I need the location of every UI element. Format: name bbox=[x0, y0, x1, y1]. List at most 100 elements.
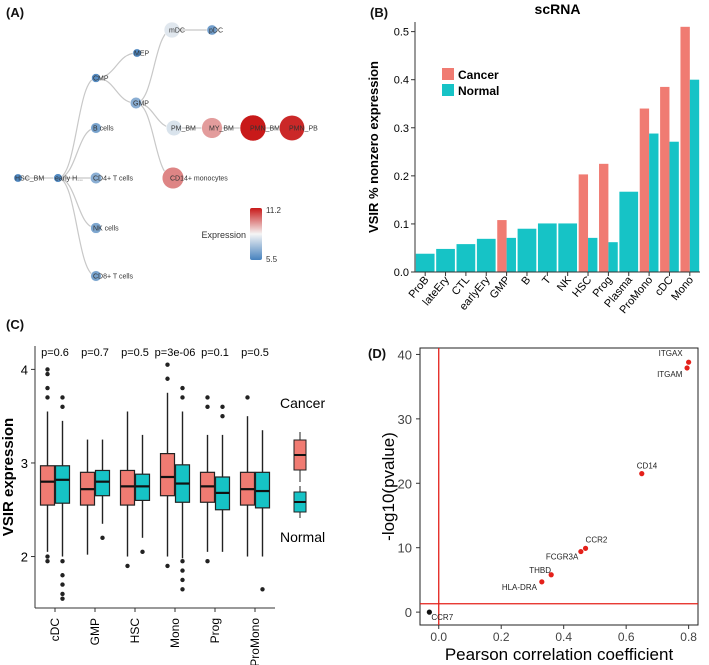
point-itgam bbox=[684, 365, 690, 371]
bar-normal-prog bbox=[608, 242, 618, 272]
outlier-normal-cdc-5 bbox=[60, 404, 65, 410]
legend-title: Expression bbox=[201, 230, 246, 240]
bar-normal-nk bbox=[558, 223, 578, 272]
outlier-cancer-promono-0 bbox=[245, 395, 250, 400]
tree-node-pdc bbox=[206, 24, 218, 36]
bar-cancer-prog bbox=[599, 163, 609, 272]
x-tick-label-4: 0.8 bbox=[680, 630, 697, 644]
point-label-itgax: ITGAX bbox=[659, 349, 684, 358]
outlier-cancer-mono-1 bbox=[165, 362, 170, 367]
point-label-ccr2: CCR2 bbox=[586, 535, 608, 544]
box-normal-cdc bbox=[54, 465, 71, 504]
pvalue-promono: p=0.5 bbox=[241, 347, 269, 359]
tree-node-label-my-bm: MY_BM bbox=[209, 126, 234, 133]
point-ccr7 bbox=[426, 609, 432, 615]
y-tick-label-3: 0.3 bbox=[394, 123, 409, 135]
tree-node-label-pdc: pDC bbox=[209, 28, 223, 35]
bar-normal-ctl bbox=[456, 244, 476, 272]
outlier-normal-prog-0 bbox=[220, 413, 225, 419]
tree-node-cd4 bbox=[90, 172, 102, 184]
x-tick-label-gmp: GMP bbox=[88, 618, 102, 645]
y-tick-label-2: 4 bbox=[21, 362, 28, 377]
legend-label-normal: Normal bbox=[458, 84, 499, 98]
bar-cancer-mono bbox=[680, 26, 690, 272]
y-tick-label-0: 2 bbox=[21, 550, 28, 565]
bar-normal-t bbox=[537, 223, 557, 272]
tree-node-label-cd4: CD4+ T cells bbox=[93, 176, 134, 183]
outlier-normal-cdc-4 bbox=[60, 596, 65, 601]
pvalue-hsc: p=0.5 bbox=[121, 347, 149, 359]
y-axis-label: VSIR expression bbox=[0, 418, 17, 536]
legend-label-cancer: Cancer bbox=[280, 395, 325, 411]
tree-node-earlyh bbox=[53, 173, 63, 183]
tree-edge-cmp-mep bbox=[95, 52, 138, 79]
tree-node-cd8 bbox=[90, 270, 102, 282]
tree-edge-earlyh-nk bbox=[57, 177, 97, 229]
bar-normal-gmp bbox=[506, 237, 516, 272]
x-axis-label: Pearson correlation coefficient bbox=[445, 645, 674, 664]
plot-frame bbox=[419, 347, 699, 626]
tree-node-hsc-bm bbox=[13, 173, 23, 183]
bar-cancer-hsc bbox=[578, 174, 589, 272]
bar-cancer-promono bbox=[639, 108, 650, 273]
outlier-normal-mono-0 bbox=[180, 559, 185, 564]
legend-min-label: 5.5 bbox=[266, 255, 278, 264]
x-tick-label-0: 0.0 bbox=[430, 630, 447, 644]
pvalue-prog: p=0.1 bbox=[201, 347, 229, 359]
bar-cancer-gmp bbox=[497, 220, 507, 272]
y-tick-label-3: 30 bbox=[398, 412, 412, 427]
x-tick-label-2: 0.4 bbox=[555, 630, 572, 644]
legend-label-cancer: Cancer bbox=[458, 68, 499, 82]
outlier-cancer-cdc-5 bbox=[45, 554, 50, 559]
y-tick-label-4: 40 bbox=[398, 347, 412, 362]
outlier-normal-cdc-6 bbox=[60, 395, 65, 400]
bar-normal-earlyery bbox=[476, 238, 496, 272]
tree-node-label-mdc: mDC bbox=[169, 28, 185, 35]
outlier-normal-gmp-0 bbox=[100, 535, 105, 541]
x-tick-label-b: B bbox=[519, 274, 533, 287]
tree-node-bcells bbox=[90, 122, 102, 134]
x-tick-label-3: 0.6 bbox=[618, 630, 635, 644]
bar-normal-mono bbox=[689, 79, 700, 272]
pvalue-cdc: p=0.6 bbox=[41, 347, 69, 359]
point-itgax bbox=[686, 359, 692, 365]
outlier-normal-mono-3 bbox=[180, 587, 185, 592]
outlier-cancer-mono-2 bbox=[165, 563, 170, 569]
outlier-cancer-cdc-1 bbox=[45, 371, 50, 377]
box-cancer-mono bbox=[159, 453, 176, 497]
chart-title: scRNA bbox=[535, 1, 581, 17]
bar-cancer-cdc bbox=[660, 86, 670, 273]
panel-d-label: (D) bbox=[368, 346, 387, 361]
x-tick-label-cdc: cDC bbox=[48, 618, 62, 642]
point-fcgr3a bbox=[578, 548, 584, 555]
legend-swatch-normal bbox=[442, 84, 454, 96]
bar-normal-promono bbox=[649, 133, 659, 272]
y-axis-label: -log10(pvalue) bbox=[379, 432, 398, 541]
point-thbd bbox=[548, 572, 554, 578]
point-hla-dra bbox=[539, 579, 545, 585]
tree-node-cd14mono bbox=[161, 166, 185, 190]
pvalue-mono: p=3e-06 bbox=[155, 347, 196, 359]
point-ccr2 bbox=[582, 545, 589, 551]
tree-node-label-pmn-pb: PMN_PB bbox=[289, 126, 318, 133]
outlier-normal-mono-2 bbox=[180, 577, 185, 583]
tree-node-label-gmp: GMP bbox=[133, 101, 149, 108]
x-tick-label-hsc: HSC bbox=[128, 618, 142, 644]
outlier-normal-cdc-1 bbox=[60, 573, 65, 578]
outlier-cancer-cdc-4 bbox=[45, 559, 50, 564]
tree-node-pmn-pb bbox=[279, 115, 305, 141]
tree-node-label-earlyh: early H... bbox=[55, 176, 83, 183]
y-tick-label-5: 0.5 bbox=[394, 27, 409, 39]
tree-node-nk bbox=[90, 222, 102, 234]
bar-normal-hsc bbox=[588, 237, 598, 272]
point-label-thbd: THBD bbox=[529, 566, 551, 575]
tree-node-label-cmp: CMP bbox=[93, 76, 109, 83]
legend-label-normal: Normal bbox=[280, 529, 325, 545]
point-cd14 bbox=[639, 471, 645, 477]
tree-node-label-pm-bm: PM_BM bbox=[171, 126, 196, 133]
tree-node-label-cd8: CD8+ T cells bbox=[93, 274, 134, 281]
outlier-normal-prog-1 bbox=[220, 404, 225, 410]
y-tick-label-1: 10 bbox=[398, 541, 412, 556]
tree-edge-earlyh-cmp bbox=[57, 77, 97, 179]
tree-node-label-hsc-bm: HSC_BM bbox=[15, 176, 44, 183]
